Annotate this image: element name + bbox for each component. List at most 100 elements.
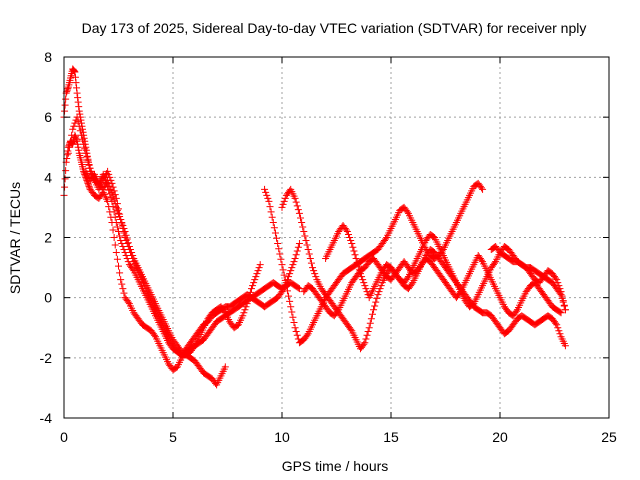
data-point	[372, 298, 380, 306]
data-point	[129, 252, 137, 260]
data-point	[295, 240, 303, 248]
data-point	[294, 284, 302, 292]
data-point	[115, 262, 122, 270]
axis-ticks: 0 5 10 15 20 25 -4 -2 0 2 4 6 8	[40, 49, 617, 445]
data-point	[150, 331, 158, 339]
y-tick-label: -4	[40, 410, 53, 426]
data-point	[249, 282, 257, 290]
data-point	[112, 249, 120, 257]
y-tick-label: 2	[44, 230, 52, 246]
data-point	[556, 289, 564, 297]
data-point	[280, 197, 288, 205]
data-point	[81, 145, 89, 153]
data-point	[111, 241, 119, 249]
data-point	[74, 140, 82, 148]
data-point	[365, 324, 373, 332]
data-point	[85, 161, 93, 169]
data-point	[360, 279, 368, 287]
data-point	[371, 302, 379, 310]
data-point	[304, 246, 312, 254]
data-point	[113, 206, 121, 214]
data-point	[477, 184, 485, 192]
data-point	[74, 98, 82, 106]
data-point	[303, 241, 311, 249]
data-point	[244, 296, 252, 304]
data-point	[74, 94, 82, 102]
data-point	[116, 269, 124, 277]
data-point	[266, 203, 274, 211]
data-point	[72, 134, 80, 142]
y-tick-label: 4	[44, 169, 52, 185]
data-point	[280, 271, 288, 279]
data-point	[73, 113, 81, 121]
data-point	[61, 175, 69, 183]
data-point	[73, 136, 81, 144]
data-point	[294, 243, 302, 251]
data-point	[287, 267, 295, 275]
data-point	[352, 255, 360, 263]
data-point	[84, 157, 92, 165]
data-point	[554, 324, 562, 332]
data-point	[347, 325, 355, 333]
data-point	[61, 101, 69, 109]
data-point	[79, 136, 87, 144]
data-point	[262, 188, 270, 196]
data-point	[245, 292, 253, 300]
chart-title: Day 173 of 2025, Sidereal Day-to-day VTE…	[82, 20, 587, 36]
data-point	[275, 245, 283, 253]
data-point	[80, 140, 88, 148]
data-point	[75, 122, 83, 130]
data-point	[299, 223, 307, 231]
x-tick-label: 10	[274, 429, 290, 445]
data-point	[246, 288, 254, 296]
x-axis-label: GPS time / hours	[282, 458, 389, 474]
data-point	[377, 282, 385, 290]
data-point	[86, 184, 94, 192]
data-point	[268, 213, 276, 221]
data-point	[557, 309, 565, 317]
data-point	[117, 276, 125, 284]
data-point	[75, 146, 83, 154]
data-point	[298, 218, 306, 226]
data-point	[285, 273, 293, 281]
data-point	[375, 288, 383, 296]
data-point	[107, 185, 115, 193]
data-point	[288, 264, 296, 272]
y-tick-label: 0	[44, 290, 52, 306]
data-point	[124, 298, 132, 306]
data-point	[69, 125, 77, 133]
data-point	[348, 240, 356, 248]
data-point	[307, 259, 315, 267]
data-point	[83, 153, 91, 161]
data-point	[105, 179, 113, 187]
data-point	[64, 85, 72, 93]
data-point	[82, 146, 90, 154]
data-point	[403, 208, 411, 216]
data-point	[110, 234, 118, 241]
data-point	[342, 226, 350, 234]
data-point	[306, 255, 314, 263]
data-point	[558, 294, 566, 302]
data-point	[119, 221, 127, 229]
data-point	[557, 291, 565, 299]
data-point	[253, 270, 261, 278]
data-point	[263, 191, 271, 199]
data-point	[376, 285, 384, 293]
x-tick-label: 0	[60, 429, 68, 445]
data-point	[293, 202, 301, 210]
data-point	[64, 149, 72, 157]
data-point	[278, 261, 286, 269]
data-point	[279, 200, 287, 208]
data-point	[85, 181, 93, 189]
data-point	[73, 137, 81, 145]
data-point	[117, 215, 125, 223]
data-point	[556, 330, 564, 338]
data-point	[356, 270, 364, 278]
data-point	[71, 68, 79, 76]
data-point	[295, 285, 303, 293]
data-point	[73, 84, 81, 92]
data-point	[75, 103, 83, 111]
x-tick-label: 25	[601, 429, 617, 445]
y-tick-label: 8	[44, 49, 52, 65]
data-point	[252, 273, 260, 281]
